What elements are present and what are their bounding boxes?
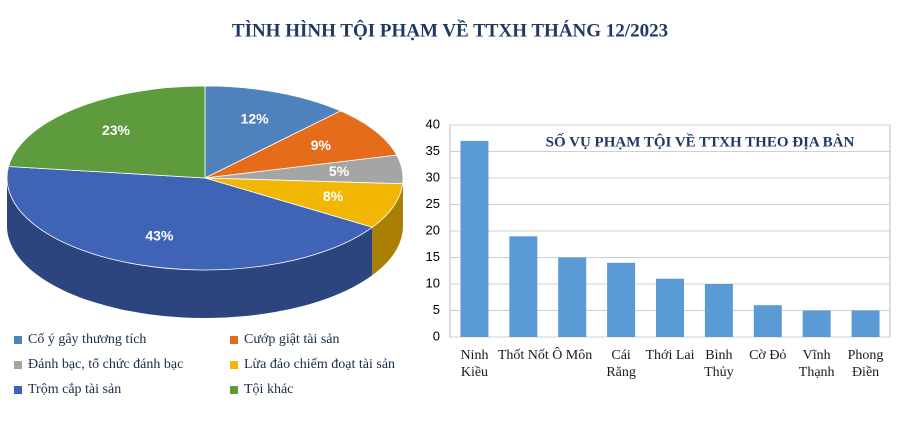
y-tick-label: 5 xyxy=(433,302,440,317)
y-tick-label: 35 xyxy=(426,143,440,158)
legend-swatch xyxy=(14,361,22,369)
bar xyxy=(851,310,880,337)
slice-label: 8% xyxy=(323,188,344,204)
slice-label: 23% xyxy=(102,122,131,138)
pie-slice xyxy=(204,85,342,179)
legend-swatch xyxy=(230,386,238,394)
legend-swatch xyxy=(230,361,238,369)
x-tick-label: Vĩnh Thạnh xyxy=(798,348,835,380)
y-tick-label: 25 xyxy=(426,196,440,211)
x-tick-label: Cờ Đỏ xyxy=(749,348,787,363)
y-tick-label: 40 xyxy=(426,116,440,131)
x-tick-label: Bình Thủy xyxy=(704,348,734,380)
x-tick-label: Ô Môn xyxy=(552,348,593,363)
legend-swatch xyxy=(14,386,22,394)
slice-side xyxy=(7,178,373,318)
bar xyxy=(704,284,733,337)
pie-slice xyxy=(204,177,404,228)
y-tick-label: 30 xyxy=(426,169,440,184)
x-tick-label: Thốt Nốt xyxy=(497,348,549,363)
pie-slice xyxy=(8,85,206,179)
bar xyxy=(753,305,782,337)
y-tick-label: 10 xyxy=(426,275,440,290)
legend-swatch xyxy=(230,336,238,344)
legend-label: Cướp giật tài sản xyxy=(244,332,339,347)
legend-swatch xyxy=(14,336,22,344)
pie-slice xyxy=(6,166,374,271)
y-tick-label: 0 xyxy=(433,328,440,343)
legend-label: Lừa đảo chiếm đoạt tài sản xyxy=(244,357,395,372)
legend-label: Cố ý gây thương tích xyxy=(28,332,146,347)
slice-label: 43% xyxy=(145,228,174,244)
slice-label: 9% xyxy=(311,137,332,153)
bar xyxy=(460,140,489,337)
bar xyxy=(656,278,684,337)
x-tick-label: Thới Lai xyxy=(645,348,695,363)
pie-slice xyxy=(204,110,398,179)
x-tick-label: Ninh Kiều xyxy=(460,348,489,380)
legend-label: Đánh bạc, tổ chức đánh bạc xyxy=(28,357,183,372)
bar-chart-title: SỐ VỤ PHẠM TỘI VỀ TTXH THEO ĐỊA BÀN xyxy=(546,132,855,150)
slice-label: 12% xyxy=(241,111,270,127)
slice-label: 5% xyxy=(329,163,350,179)
page-title: TÌNH HÌNH TỘI PHẠM VỀ TTXH THÁNG 12/2023 xyxy=(232,19,668,41)
slice-side xyxy=(372,183,403,276)
x-tick-label: Phong Điền xyxy=(847,348,884,380)
bar xyxy=(607,262,636,337)
legend-label: Trộm cắp tài sản xyxy=(28,382,121,397)
y-tick-label: 15 xyxy=(426,249,440,264)
bar xyxy=(802,310,831,337)
y-tick-label: 20 xyxy=(426,222,440,237)
bar xyxy=(509,236,538,337)
legend-label: Tội khác xyxy=(244,382,293,397)
x-tick-label: Cái Răng xyxy=(606,348,636,380)
bar xyxy=(558,257,587,337)
